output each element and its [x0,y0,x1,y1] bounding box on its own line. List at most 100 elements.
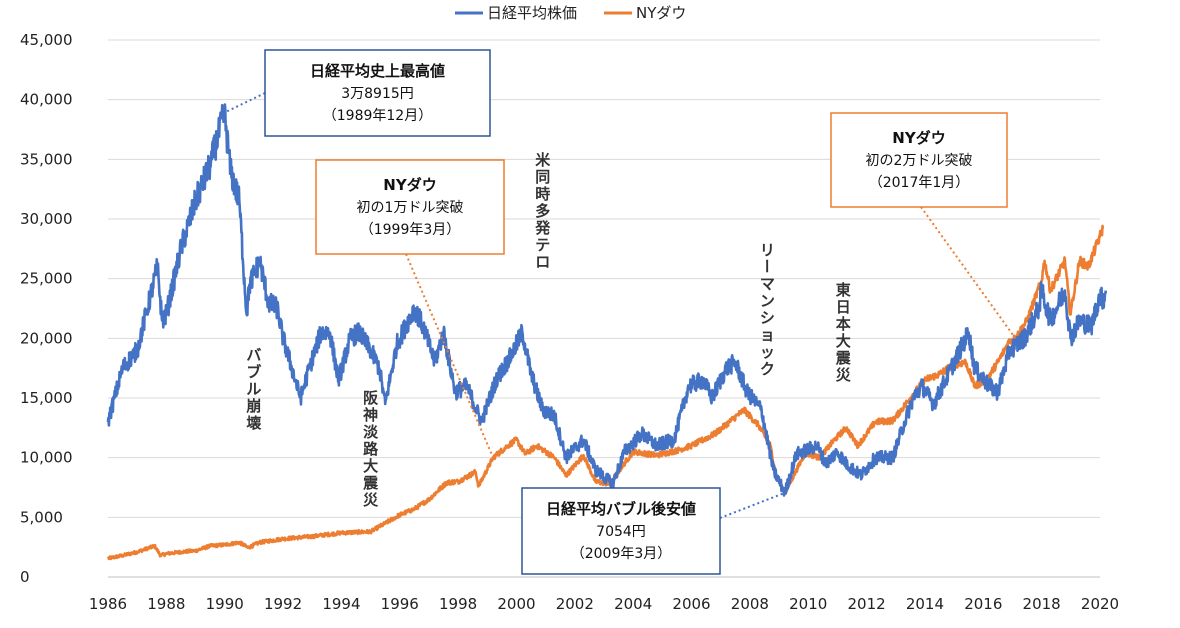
event-label-char: 壊 [246,414,261,432]
annotation-text: NYダウ [383,176,436,194]
event-label-char: ー [757,258,775,273]
event-label-char: ョ [760,326,775,344]
legend: 日経平均株価 NYダウ [455,4,686,22]
x-tick-label: 2004 [614,595,652,613]
event-label-char: 大 [836,332,851,350]
annotation-leader [405,253,495,459]
x-tick-label: 1990 [206,595,244,613]
event-label-char: 時 [535,185,550,203]
annotation-leader [223,92,266,114]
event-label-char: 崩 [246,397,261,415]
event-label-char: ル [246,380,261,398]
annotation-box [315,159,505,255]
x-tick-label: 2010 [789,595,827,613]
legend-label: 日経平均株価 [487,4,577,22]
series-line [106,103,1108,497]
event-label-char: ン [760,292,775,310]
y-tick-label: 0 [20,568,30,586]
annotation-box [521,487,721,575]
x-tick-label: 2002 [556,595,594,613]
event-label-char: 路 [363,440,379,458]
annotation-box [830,112,1008,208]
event-label-char: 発 [534,219,551,237]
annotation-text: （1999年3月） [360,222,461,238]
y-tick-label: 25,000 [20,270,73,288]
event-label-char: 阪 [363,389,379,407]
annotation-text: 初の1万ドル突破 [357,199,464,216]
event-label-char: 本 [836,315,851,333]
event-label-char: 神 [363,406,378,424]
event-label-char: 大 [363,457,378,475]
annotation-text: 初の2万ドル突破 [866,152,973,169]
event-label-char: マ [760,275,775,293]
x-tick-label: 2008 [731,595,769,613]
y-tick-label: 10,000 [20,449,73,467]
y-tick-label: 15,000 [20,389,73,407]
event-label-char: 淡 [363,423,379,441]
x-tick-label: 1994 [322,595,360,613]
event-label-char: 震 [363,474,379,492]
x-tick-label: 2000 [497,595,535,613]
event-label-char: バ [246,346,261,364]
event-label-char: 災 [363,491,379,509]
x-tick-label: 1986 [89,595,127,613]
event-label-char: ッ [760,343,775,361]
annotation-text: （1989年12月） [323,108,432,124]
annotation-text: 3万8915円 [341,86,414,102]
annotation-text: （2017年1月） [869,175,970,191]
x-tick-label: 2020 [1081,595,1119,613]
x-tick-label: 1992 [264,595,302,613]
y-tick-label: 35,000 [20,150,73,168]
event-label-char: 災 [836,366,852,384]
x-tick-label: 2016 [964,595,1002,613]
y-tick-label: 45,000 [20,31,73,49]
event-label-char: ク [760,360,775,378]
y-tick-label: 5,000 [20,508,63,526]
event-label-char: ロ [535,253,550,271]
y-tick-label: 20,000 [20,329,73,347]
annotation-box [264,49,491,137]
annotation-leader [920,206,1017,339]
annotation-text: （2009年3月） [571,546,672,562]
x-tick-label: 1996 [381,595,419,613]
annotation-text: 日経平均バブル後安値 [546,500,696,518]
x-tick-label: 2014 [906,595,944,613]
annotation-text: NYダウ [892,129,945,147]
event-label-char: 日 [836,298,851,316]
x-tick-label: 2018 [1023,595,1061,613]
event-label-char: 東 [836,281,851,299]
event-label-char: 多 [535,202,550,220]
gridlines [108,39,1100,578]
event-label-char: 米 [535,151,551,169]
event-label-char: 震 [836,349,852,367]
event-label-char: ブ [246,363,261,381]
event-label-char: テ [535,236,550,254]
annotation: 日経平均バブル後安値 7054円 （2009年3月） [521,487,786,575]
event-label-char: シ [760,309,775,327]
annotation-text: 7054円 [596,524,646,540]
x-tick-label: 2012 [847,595,885,613]
series-line [106,224,1105,561]
series-lines [106,103,1108,561]
annotation-text: 日経平均史上最高値 [310,62,445,80]
legend-label: NYダウ [636,4,686,22]
x-tick-label: 2006 [672,595,710,613]
annotation: 日経平均史上最高値 3万8915円 （1989年12月） [223,49,491,137]
x-tick-label: 1988 [147,595,185,613]
y-tick-label: 30,000 [20,210,73,228]
x-tick-label: 1998 [439,595,477,613]
annotation-leader [719,491,786,519]
event-label-char: リ [760,241,775,259]
axes: 0 5,000 10,000 15,000 20,000 25,000 30,000 35,0… [20,31,1119,613]
event-label-char: 同 [535,168,550,186]
